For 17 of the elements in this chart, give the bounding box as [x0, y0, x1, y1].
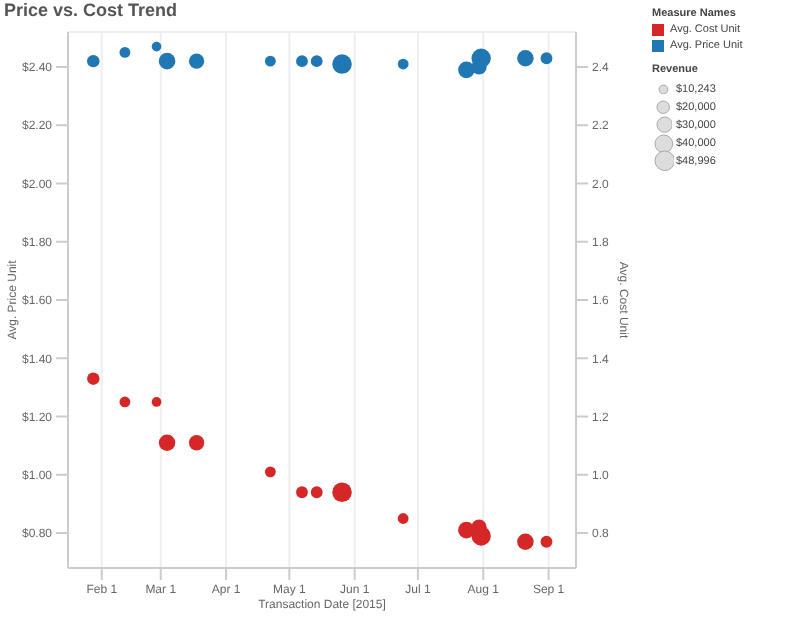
point [540, 52, 553, 65]
point [296, 486, 308, 499]
point [310, 486, 323, 499]
point [119, 396, 131, 408]
point [540, 535, 553, 548]
point [397, 513, 409, 524]
point [151, 397, 162, 407]
point [87, 54, 100, 68]
point [87, 372, 100, 385]
chart-title: Price vs. Cost Trend [4, 0, 178, 20]
point [264, 55, 276, 67]
point [296, 55, 308, 68]
point [397, 58, 409, 70]
point [151, 41, 162, 52]
point [264, 466, 276, 478]
point [119, 47, 131, 58]
point [310, 55, 323, 68]
